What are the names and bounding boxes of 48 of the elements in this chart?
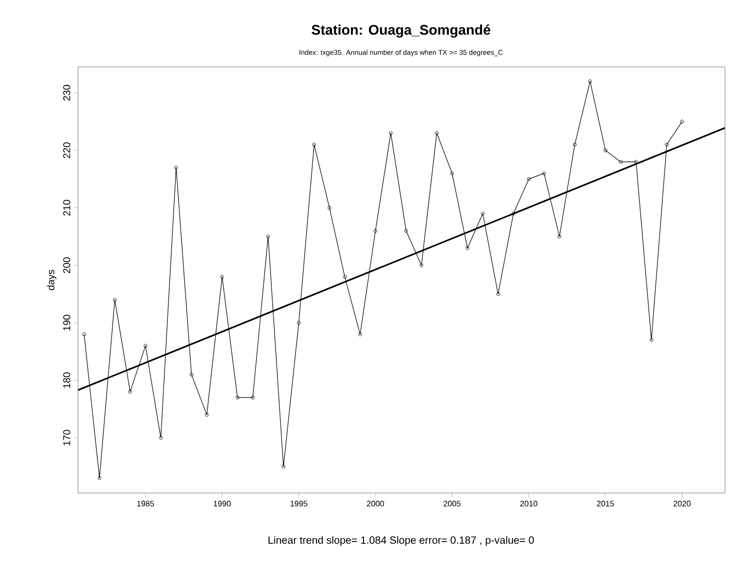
point bbox=[282, 464, 286, 468]
point bbox=[604, 148, 608, 152]
point bbox=[204, 412, 209, 417]
text: Linear trend slope= 1.084 Slope error= 0.187 , p-value= 0 bbox=[268, 536, 534, 546]
y-axis-title: days bbox=[47, 270, 56, 290]
y-tick-label: 230 bbox=[63, 84, 70, 101]
point bbox=[98, 476, 102, 480]
point bbox=[112, 298, 117, 302]
point bbox=[466, 246, 470, 250]
y-tick-label: 220 bbox=[63, 142, 70, 158]
y-tick-label: 190 bbox=[63, 314, 70, 330]
point bbox=[434, 131, 439, 135]
point bbox=[158, 436, 163, 440]
point bbox=[342, 274, 347, 279]
point bbox=[220, 274, 224, 279]
point bbox=[572, 142, 577, 146]
point bbox=[588, 80, 592, 84]
point bbox=[496, 292, 500, 296]
point bbox=[266, 234, 270, 238]
chart-title: Station: Ouaga_Somgandé bbox=[312, 24, 490, 38]
point bbox=[296, 320, 301, 325]
point bbox=[450, 171, 454, 176]
point bbox=[542, 171, 546, 176]
y-tick-label: 200 bbox=[63, 257, 70, 274]
point bbox=[236, 396, 240, 400]
point bbox=[328, 206, 332, 210]
point bbox=[358, 332, 362, 336]
point bbox=[420, 263, 424, 268]
point bbox=[174, 166, 178, 170]
point bbox=[388, 131, 393, 135]
point bbox=[144, 344, 148, 348]
point bbox=[312, 142, 316, 146]
point bbox=[634, 160, 638, 164]
point bbox=[650, 338, 654, 342]
point bbox=[404, 228, 408, 233]
point bbox=[190, 372, 194, 376]
y-tick-label: 210 bbox=[63, 200, 70, 216]
point bbox=[664, 142, 669, 146]
point bbox=[558, 234, 562, 238]
point bbox=[512, 212, 516, 216]
y-tick-label: 170 bbox=[63, 430, 70, 446]
point bbox=[250, 396, 255, 400]
point bbox=[618, 160, 623, 164]
point bbox=[480, 212, 485, 216]
point bbox=[526, 177, 531, 181]
point bbox=[374, 228, 378, 233]
y-tick-label: 180 bbox=[63, 372, 70, 388]
point bbox=[128, 390, 132, 394]
